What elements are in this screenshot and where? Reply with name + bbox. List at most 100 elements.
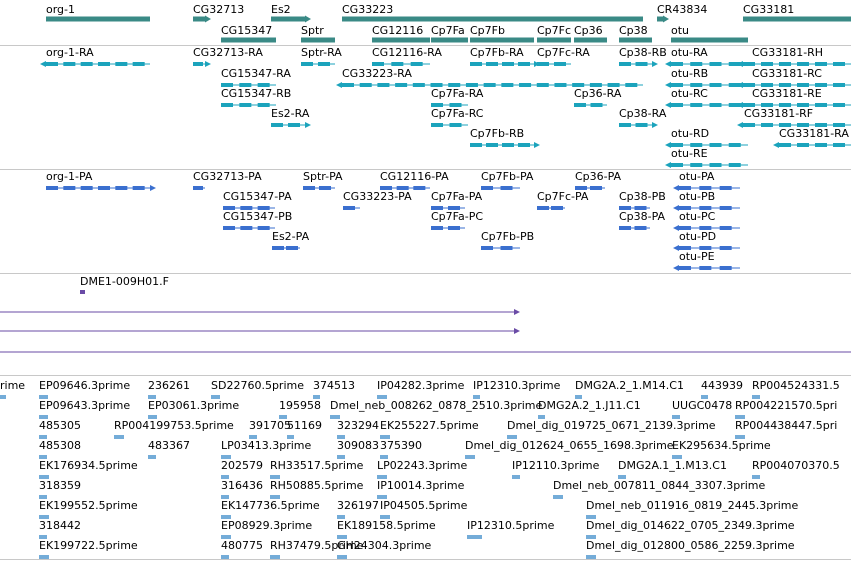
transcript-feature[interactable]: CG32713-RA xyxy=(193,46,263,67)
est-feature[interactable]: EK199722.5prime xyxy=(39,539,138,559)
est-feature[interactable]: 374513 xyxy=(313,379,355,399)
transcript-feature[interactable]: CG33181-RH xyxy=(737,46,851,67)
est-feature[interactable]: EP08929.3prime xyxy=(221,519,312,539)
protein-feature[interactable]: CG33223-PA xyxy=(343,190,412,210)
est-feature[interactable]: 316436 xyxy=(221,479,263,499)
est-feature[interactable]: EK147736.5prime xyxy=(221,499,320,519)
protein-feature[interactable]: Cp7Fa-PA xyxy=(431,190,483,210)
protein-feature[interactable]: Es2-PA xyxy=(272,230,310,250)
est-feature[interactable]: 391705 xyxy=(249,419,291,439)
est-feature[interactable]: IP12110.3prime xyxy=(512,459,600,479)
gene-feature[interactable]: CG12116 xyxy=(372,24,430,43)
est-feature[interactable]: RP004221570.5pri xyxy=(735,399,837,419)
est-feature[interactable]: 309083 xyxy=(337,439,379,459)
est-feature[interactable]: EK176934.5prime xyxy=(39,459,138,479)
est-feature[interactable]: 318442 xyxy=(39,519,81,539)
est-feature[interactable]: IP04282.3prime xyxy=(377,379,465,399)
transcript-feature[interactable]: otu-RE xyxy=(665,147,748,168)
gene-feature[interactable]: CG32713 xyxy=(193,3,244,23)
est-feature[interactable]: EK255227.5prime xyxy=(380,419,479,439)
est-feature[interactable]: Dmel_dig_012624_0655_1698.3prime xyxy=(465,439,674,459)
est-feature[interactable]: IP12310.3prime xyxy=(473,379,561,399)
protein-feature[interactable]: otu-PB xyxy=(673,190,740,211)
est-feature[interactable]: RP004070370.5 xyxy=(752,459,840,479)
transcript-feature[interactable]: CG33223-RA xyxy=(336,67,643,88)
transcript-feature[interactable]: Cp7Fa-RC xyxy=(431,107,484,127)
clone-feature[interactable] xyxy=(0,328,520,334)
protein-feature[interactable]: otu-PC xyxy=(673,210,740,231)
est-feature[interactable]: UUGC0478 xyxy=(672,399,732,419)
est-feature[interactable]: 51169 xyxy=(287,419,322,439)
est-feature[interactable]: EP09646.3prime xyxy=(39,379,130,399)
transcript-feature[interactable]: CG33181-RA xyxy=(773,127,851,148)
transcript-feature[interactable]: Cp38-RA xyxy=(619,107,667,128)
est-feature[interactable]: Dmel_neb_007811_0844_3307.3prime xyxy=(553,479,765,499)
est-feature[interactable]: RH50885.5prime xyxy=(270,479,364,499)
transcript-feature[interactable]: CG33181-RE xyxy=(737,87,851,108)
est-feature[interactable]: GH24304.3prime xyxy=(337,539,432,559)
est-feature[interactable]: RP004199753.5prime xyxy=(114,419,234,439)
est-feature[interactable]: RH37479.5prime xyxy=(270,539,364,559)
est-feature[interactable]: Dmel_dig_019725_0671_2139.3prime xyxy=(507,419,716,439)
est-feature[interactable]: DMG2A.2_1.J11.C1 xyxy=(538,399,641,419)
protein-feature[interactable]: CG12116-PA xyxy=(380,170,449,190)
est-feature[interactable]: Dmel_dig_014622_0705_2349.3prime xyxy=(586,519,795,539)
est-feature[interactable]: 485308 xyxy=(39,439,81,459)
gene-feature[interactable]: CG33181 xyxy=(743,3,851,22)
est-feature[interactable]: Dmel_neb_008262_0878_2510.3prime xyxy=(330,399,542,419)
est-feature[interactable]: Dmel_neb_011916_0819_2445.3prime xyxy=(586,499,798,519)
transcript-feature[interactable]: Cp36-RA xyxy=(574,87,622,107)
protein-feature[interactable]: Sptr-PA xyxy=(303,170,343,190)
protein-feature[interactable]: CG15347-PB xyxy=(223,210,292,230)
gene-feature[interactable]: Cp38 xyxy=(619,24,652,43)
clone-feature[interactable]: DME1-009H01.F xyxy=(80,275,169,294)
gene-feature[interactable]: org-1 xyxy=(46,3,150,22)
protein-feature[interactable]: CG15347-PA xyxy=(223,190,292,210)
est-feature[interactable]: 318359 xyxy=(39,479,81,499)
transcript-feature[interactable]: CG33181-RF xyxy=(737,107,851,128)
protein-feature[interactable]: Cp7Fb-PB xyxy=(481,230,534,250)
est-feature[interactable]: rime xyxy=(0,379,25,399)
est-feature[interactable]: 326197 xyxy=(337,499,379,519)
protein-feature[interactable]: Cp7Fb-PA xyxy=(481,170,534,190)
transcript-feature[interactable]: otu-RB xyxy=(665,67,748,88)
transcript-feature[interactable]: Cp7Fc-RA xyxy=(537,46,590,66)
transcript-feature[interactable]: otu-RC xyxy=(665,87,748,108)
est-feature[interactable]: IP04505.5prime xyxy=(380,499,468,519)
transcript-feature[interactable]: CG15347-RA xyxy=(221,67,291,87)
est-feature[interactable]: 195958 xyxy=(279,399,321,419)
est-feature[interactable]: EP09643.3prime xyxy=(39,399,130,419)
est-feature[interactable]: DMG2A.2_1.M14.C1 xyxy=(575,379,684,399)
transcript-feature[interactable]: Cp7Fa-RA xyxy=(431,87,484,107)
gene-feature[interactable]: CR43834 xyxy=(657,3,707,23)
gene-feature[interactable]: CG15347 xyxy=(221,24,276,43)
gene-feature[interactable]: otu xyxy=(671,24,748,43)
est-feature[interactable]: EK295634.5prime xyxy=(672,439,771,459)
est-feature[interactable]: LP03413.3prime xyxy=(221,439,312,459)
est-feature[interactable]: RP004438447.5pri xyxy=(735,419,837,439)
est-feature[interactable]: Dmel_dig_012800_0586_2259.3prime xyxy=(586,539,795,559)
est-feature[interactable]: 483367 xyxy=(148,439,190,459)
transcript-feature[interactable]: Es2-RA xyxy=(271,107,311,128)
transcript-feature[interactable]: CG15347-RB xyxy=(221,87,291,107)
transcript-feature[interactable]: Cp38-RB xyxy=(619,46,667,67)
protein-feature[interactable]: otu-PA xyxy=(673,170,740,191)
est-feature[interactable]: EK189158.5prime xyxy=(337,519,436,539)
protein-feature[interactable]: Cp38-PB xyxy=(619,190,666,210)
protein-feature[interactable]: CG32713-PA xyxy=(193,170,262,190)
gene-feature[interactable]: Sptr xyxy=(301,24,335,43)
est-feature[interactable]: RH33517.5prime xyxy=(270,459,364,479)
est-feature[interactable]: 485305 xyxy=(39,419,81,439)
protein-feature[interactable]: otu-PE xyxy=(673,250,740,271)
protein-feature[interactable]: Cp7Fa-PC xyxy=(431,210,483,230)
gene-feature[interactable]: Cp7Fa xyxy=(431,24,468,43)
transcript-feature[interactable]: Cp7Fb-RA xyxy=(470,46,540,67)
est-feature[interactable]: EP03061.3prime xyxy=(148,399,239,419)
est-feature[interactable]: 480775 xyxy=(221,539,263,559)
est-feature[interactable]: EK199552.5prime xyxy=(39,499,138,519)
transcript-feature[interactable]: CG12116-RA xyxy=(372,46,442,66)
est-feature[interactable]: 323294 xyxy=(337,419,379,439)
protein-feature[interactable]: org-1-PA xyxy=(46,170,156,191)
gene-feature[interactable]: Cp36 xyxy=(574,24,607,43)
est-feature[interactable]: DMG2A.1_1.M13.C1 xyxy=(618,459,727,479)
